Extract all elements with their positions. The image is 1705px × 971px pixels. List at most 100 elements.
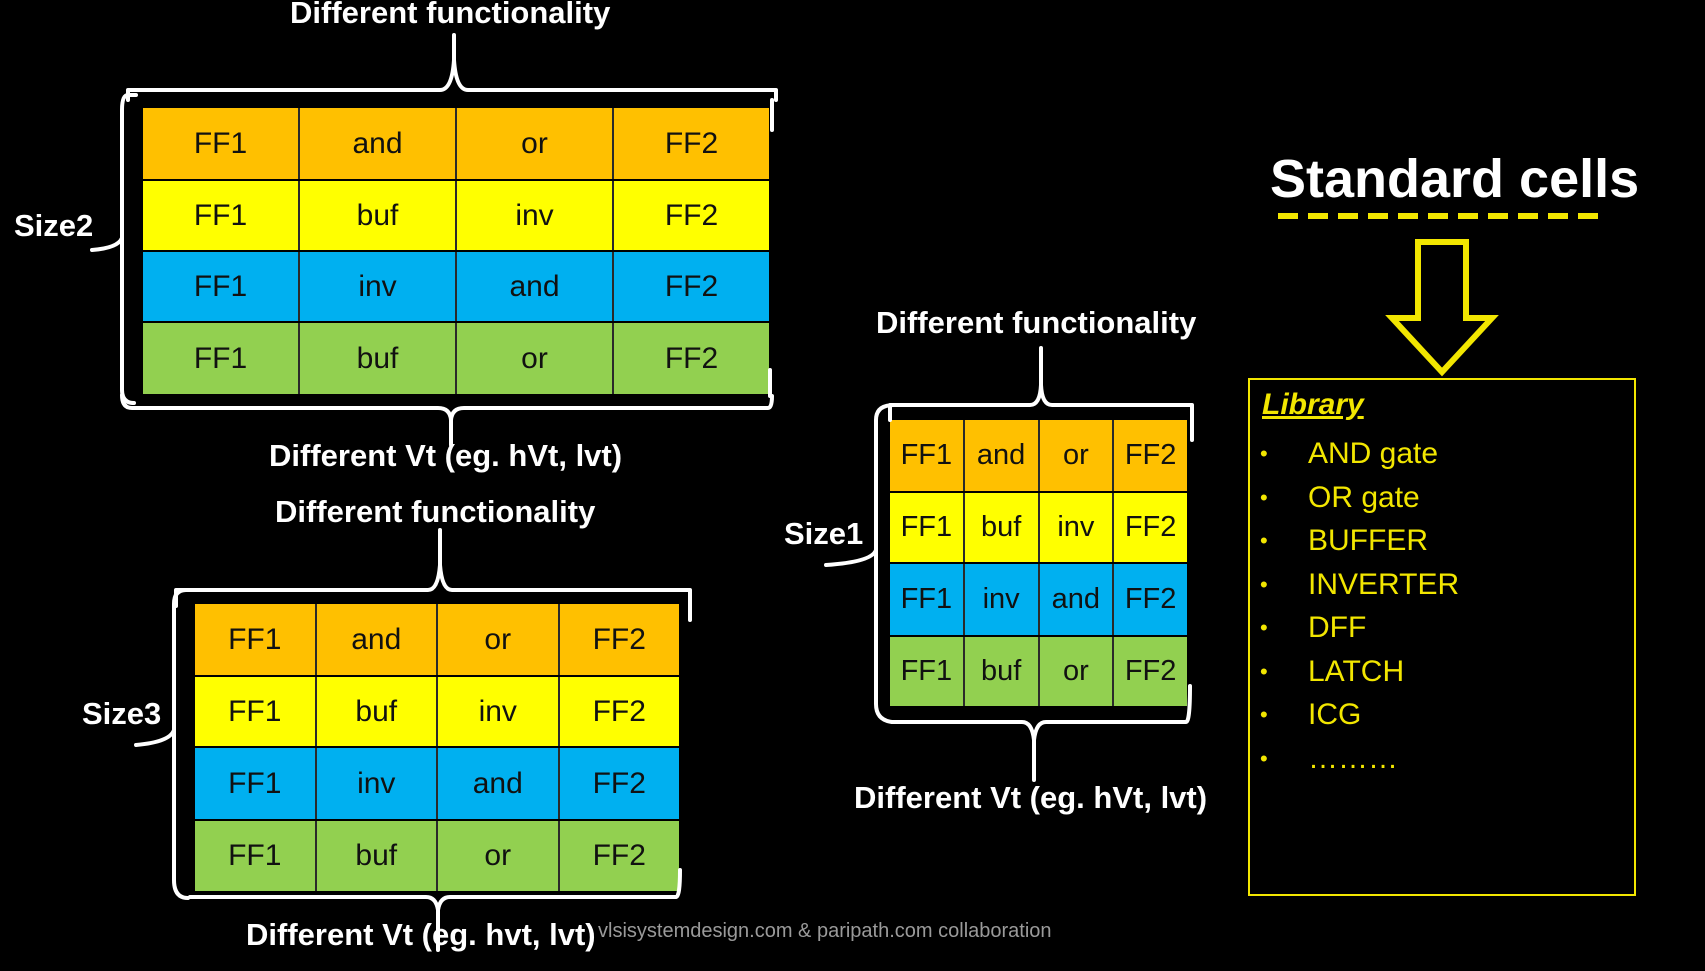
grid-cell: buf [965, 493, 1040, 562]
size2-bottom-brace [120, 393, 774, 447]
grid-cell: inv [1040, 493, 1115, 562]
grid-cell: FF1 [890, 564, 965, 635]
grid-cell: or [457, 323, 614, 394]
grid-cell: or [438, 604, 560, 675]
library-heading: Library [1262, 388, 1364, 421]
size2-right-edge [768, 98, 774, 398]
size3-left-brace [134, 588, 190, 900]
size3-func-label: Different functionality [275, 494, 596, 529]
size3-grid: FF1 and or FF2 FF1 buf inv FF2 FF1 inv a… [195, 604, 679, 891]
grid-cell: FF2 [664, 198, 719, 232]
list-item-label: INVERTER [1308, 567, 1460, 601]
grid-cell: FF2 [1124, 655, 1177, 687]
grid-cell: FF1 [195, 604, 317, 675]
size1-bottom-brace [890, 684, 1192, 782]
grid-cell: FF1 [195, 821, 317, 891]
footer-credit: vlsisystemdesign.com & paripath.com coll… [598, 920, 1052, 942]
list-item-label: DFF [1308, 611, 1367, 644]
grid-cell: inv [300, 252, 457, 321]
grid-cell: inv [457, 181, 614, 250]
grid-cell: FF1 [890, 637, 965, 706]
bullet-icon: • [1260, 571, 1268, 597]
grid-cell: buf [300, 181, 457, 250]
grid-cell: buf [300, 323, 457, 394]
page-title: Standard cells [1270, 149, 1640, 209]
grid-cell: FF2 [664, 126, 719, 160]
grid-cell: FF1 [143, 181, 300, 250]
grid-cell: FF2 [1124, 439, 1177, 471]
grid-cell: or [1040, 637, 1115, 706]
grid-cell: or [457, 108, 614, 179]
size1-grid: FF1 and or FF2 FF1 buf inv FF2 FF1 inv a… [890, 420, 1187, 706]
grid-row: FF1 buf inv FF2 [890, 493, 1187, 562]
grid-cell: FF2 [592, 766, 646, 800]
down-arrow-icon [1385, 239, 1499, 377]
grid-cell: and [438, 748, 560, 819]
bullet-icon: • [1260, 484, 1268, 510]
library-list: • AND gate • OR gate • BUFFER • INVERTER • DF… [1260, 432, 1459, 780]
grid-row: FF1 and or FF2 [143, 108, 769, 179]
bullet-icon: • [1260, 658, 1268, 684]
size3-top-brace [174, 528, 692, 622]
list-item: • ……… [1260, 737, 1459, 781]
grid-cell: inv [438, 677, 560, 746]
size3-vt-label: Different Vt (eg. hvt, lvt) [246, 917, 596, 952]
grid-cell: FF2 [664, 341, 719, 375]
list-item: • AND gate [1260, 432, 1459, 476]
grid-cell: and [1040, 564, 1115, 635]
list-item: • DFF [1260, 606, 1459, 650]
library-box: Library • AND gate • OR gate • BUFFER • INVE… [1248, 378, 1636, 896]
size2-top-brace [126, 33, 778, 102]
grid-row: FF1 buf or FF2 [143, 323, 769, 394]
grid-row: FF1 buf or FF2 [890, 637, 1187, 706]
bullet-icon: • [1260, 745, 1268, 771]
list-item-label: OR gate [1308, 480, 1420, 514]
grid-cell: buf [965, 637, 1040, 706]
grid-cell: FF2 [1124, 583, 1177, 615]
size1-top-brace [888, 346, 1194, 442]
size1-func-label: Different functionality [876, 305, 1197, 340]
grid-cell: FF1 [143, 323, 300, 394]
grid-cell: FF2 [592, 622, 646, 656]
grid-cell: buf [317, 821, 438, 891]
grid-cell: FF2 [592, 839, 646, 872]
grid-cell: FF1 [143, 252, 300, 321]
grid-cell: FF2 [592, 694, 646, 728]
grid-cell: FF1 [143, 108, 300, 179]
grid-cell: and [300, 108, 457, 179]
grid-row: FF1 buf inv FF2 [143, 181, 769, 250]
grid-row: FF1 and or FF2 [195, 604, 679, 675]
size2-vt-label: Different Vt (eg. hVt, lvt) [269, 438, 623, 473]
size3-bottom-brace [188, 868, 682, 952]
grid-row: FF1 and or FF2 [890, 420, 1187, 491]
bullet-icon: • [1260, 615, 1268, 640]
list-item-label: ……… [1308, 741, 1398, 775]
list-item: • INVERTER [1260, 563, 1459, 607]
size2-left-brace [90, 93, 138, 405]
list-item-label: ICG [1308, 698, 1362, 731]
grid-row: FF1 inv and FF2 [890, 564, 1187, 635]
list-item-label: BUFFER [1308, 524, 1428, 557]
grid-cell: or [1040, 420, 1115, 491]
bullet-icon: • [1260, 702, 1268, 727]
list-item: • BUFFER [1260, 519, 1459, 563]
grid-row: FF1 inv and FF2 [195, 748, 679, 819]
grid-cell: FF1 [195, 677, 317, 746]
grid-cell: or [438, 821, 560, 891]
grid-cell: buf [317, 677, 438, 746]
grid-row: FF1 inv and FF2 [143, 252, 769, 321]
grid-cell: FF1 [195, 748, 317, 819]
grid-cell: and [457, 252, 614, 321]
list-item: • LATCH [1260, 650, 1459, 694]
size3-label: Size3 [82, 696, 162, 731]
list-item-label: LATCH [1308, 654, 1405, 688]
size1-vt-label: Different Vt (eg. hVt, lvt) [854, 780, 1208, 815]
grid-cell: FF2 [664, 269, 719, 303]
size1-label: Size1 [784, 516, 864, 551]
list-item: • ICG [1260, 693, 1459, 737]
bullet-icon: • [1260, 441, 1268, 466]
size2-func-label: Different functionality [290, 0, 611, 30]
grid-row: FF1 buf or FF2 [195, 821, 679, 891]
size2-label: Size2 [14, 208, 94, 243]
